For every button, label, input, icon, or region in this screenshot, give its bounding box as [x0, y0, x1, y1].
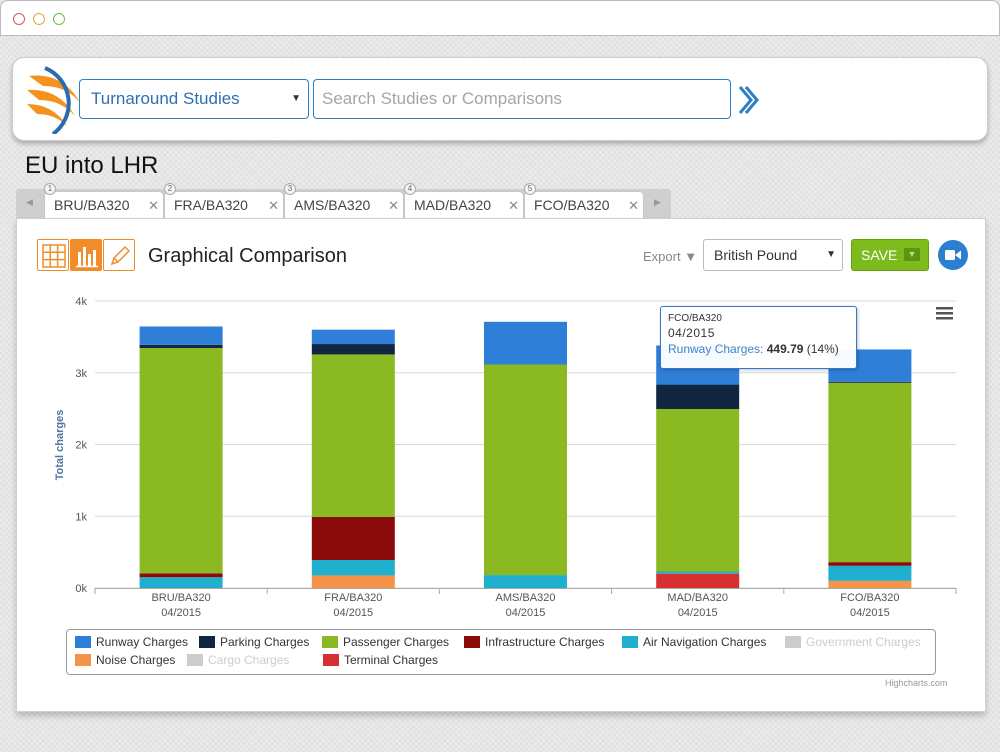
- legend-label: Infrastructure Charges: [485, 635, 605, 649]
- chart-context-menu-button[interactable]: [934, 304, 956, 322]
- export-dropdown[interactable]: Export ▼: [643, 249, 697, 264]
- comparison-tabs: ◀ 1 BRU/BA320 ✕ 2 FRA/BA320 ✕ 3 AMS/BA32…: [16, 183, 671, 218]
- page-title: EU into LHR: [25, 152, 159, 179]
- chevron-right-icon[interactable]: [737, 84, 759, 116]
- legend-label: Noise Charges: [96, 653, 176, 667]
- legend-label: Terminal Charges: [344, 653, 439, 667]
- maximize-window-icon[interactable]: [53, 13, 65, 25]
- legend-item[interactable]: Parking Charges: [199, 635, 309, 649]
- legend-item[interactable]: Government Charges: [785, 635, 921, 649]
- legend-item[interactable]: Infrastructure Charges: [464, 635, 604, 649]
- study-type-value: Turnaround Studies: [91, 89, 240, 108]
- close-icon[interactable]: ✕: [508, 198, 519, 213]
- bar-chart-icon: [76, 247, 98, 268]
- app-logo-icon: [27, 66, 81, 134]
- tooltip-percent: (14%): [806, 342, 839, 356]
- legend-label: Cargo Charges: [208, 653, 290, 667]
- window-titlebar: [0, 0, 1000, 36]
- currency-value: British Pound: [714, 247, 798, 263]
- tab-2[interactable]: 2 FRA/BA320 ✕: [164, 183, 284, 218]
- tab-scroll-left-icon[interactable]: ◀: [26, 197, 33, 207]
- save-label: SAVE: [861, 247, 898, 263]
- tab-3[interactable]: 3 AMS/BA320 ✕: [284, 183, 404, 218]
- legend-item[interactable]: Terminal Charges: [323, 653, 438, 667]
- chevron-down-icon: ▼: [826, 249, 836, 260]
- legend-swatch: [199, 636, 215, 648]
- chevron-down-icon: ▼: [684, 249, 698, 264]
- chevron-down-icon: ▼: [291, 93, 301, 104]
- search-header: Turnaround Studies ▼: [12, 57, 988, 141]
- chart-view-button[interactable]: [70, 239, 102, 271]
- tab-number: 5: [524, 183, 536, 195]
- table-view-button[interactable]: [37, 239, 69, 271]
- menu-icon: [936, 307, 953, 310]
- currency-select[interactable]: British Pound ▼: [703, 239, 843, 271]
- close-icon[interactable]: ✕: [388, 198, 399, 213]
- close-icon[interactable]: ✕: [268, 198, 279, 213]
- legend-label: Passenger Charges: [343, 635, 450, 649]
- tab-4[interactable]: 4 MAD/BA320 ✕: [404, 183, 524, 218]
- tab-number: 3: [284, 183, 296, 195]
- tooltip-series: Runway Charges:: [668, 342, 764, 356]
- tab-scroll-right-icon[interactable]: ▶: [654, 197, 661, 207]
- legend-label: Parking Charges: [220, 635, 310, 649]
- tab-1[interactable]: 1 BRU/BA320 ✕: [44, 183, 164, 218]
- legend-swatch: [323, 654, 339, 666]
- legend-swatch: [785, 636, 801, 648]
- legend-label: Air Navigation Charges: [643, 635, 767, 649]
- study-type-select[interactable]: Turnaround Studies ▼: [79, 79, 309, 119]
- pencil-icon: [110, 245, 131, 266]
- export-label: Export: [643, 249, 681, 264]
- tooltip-category: FCO/BA320: [668, 313, 722, 324]
- chart-legend: Runway Charges Parking Charges Passenger C…: [66, 629, 936, 675]
- close-icon[interactable]: ✕: [628, 198, 639, 213]
- legend-swatch: [464, 636, 480, 648]
- chart-credit: Highcharts.com: [885, 678, 948, 688]
- tab-label: FCO/BA320: [534, 197, 610, 213]
- tab-label: AMS/BA320: [294, 197, 371, 213]
- legend-item[interactable]: Runway Charges: [75, 635, 188, 649]
- chevron-down-icon[interactable]: ▼: [904, 248, 920, 261]
- tab-label: BRU/BA320: [54, 197, 130, 213]
- grid-icon: [42, 244, 66, 268]
- legend-swatch: [622, 636, 638, 648]
- tab-number: 2: [164, 183, 176, 195]
- tab-5[interactable]: 5 FCO/BA320 ✕: [524, 183, 644, 218]
- legend-label: Government Charges: [806, 635, 921, 649]
- legend-item[interactable]: Noise Charges: [75, 653, 175, 667]
- video-button[interactable]: [938, 240, 968, 270]
- legend-item[interactable]: Passenger Charges: [322, 635, 449, 649]
- legend-swatch: [75, 636, 91, 648]
- search-input[interactable]: [313, 79, 731, 119]
- tab-number: 1: [44, 183, 56, 195]
- save-button[interactable]: SAVE ▼: [851, 239, 929, 271]
- legend-swatch: [322, 636, 338, 648]
- close-icon[interactable]: ✕: [148, 198, 159, 213]
- legend-item[interactable]: Air Navigation Charges: [622, 635, 766, 649]
- tab-label: MAD/BA320: [414, 197, 492, 213]
- legend-item[interactable]: Cargo Charges: [187, 653, 289, 667]
- video-camera-icon: [945, 250, 961, 260]
- tab-number: 4: [404, 183, 416, 195]
- chart-tooltip: FCO/BA320 04/2015 Runway Charges: 449.79…: [660, 306, 857, 369]
- legend-label: Runway Charges: [96, 635, 189, 649]
- tooltip-date: 04/2015: [668, 326, 715, 340]
- legend-swatch: [187, 654, 203, 666]
- panel-title: Graphical Comparison: [148, 245, 347, 267]
- tooltip-value: 449.79: [766, 342, 804, 356]
- edit-view-button[interactable]: [103, 239, 135, 271]
- tab-label: FRA/BA320: [174, 197, 248, 213]
- close-window-icon[interactable]: [13, 13, 25, 25]
- minimize-window-icon[interactable]: [33, 13, 45, 25]
- legend-swatch: [75, 654, 91, 666]
